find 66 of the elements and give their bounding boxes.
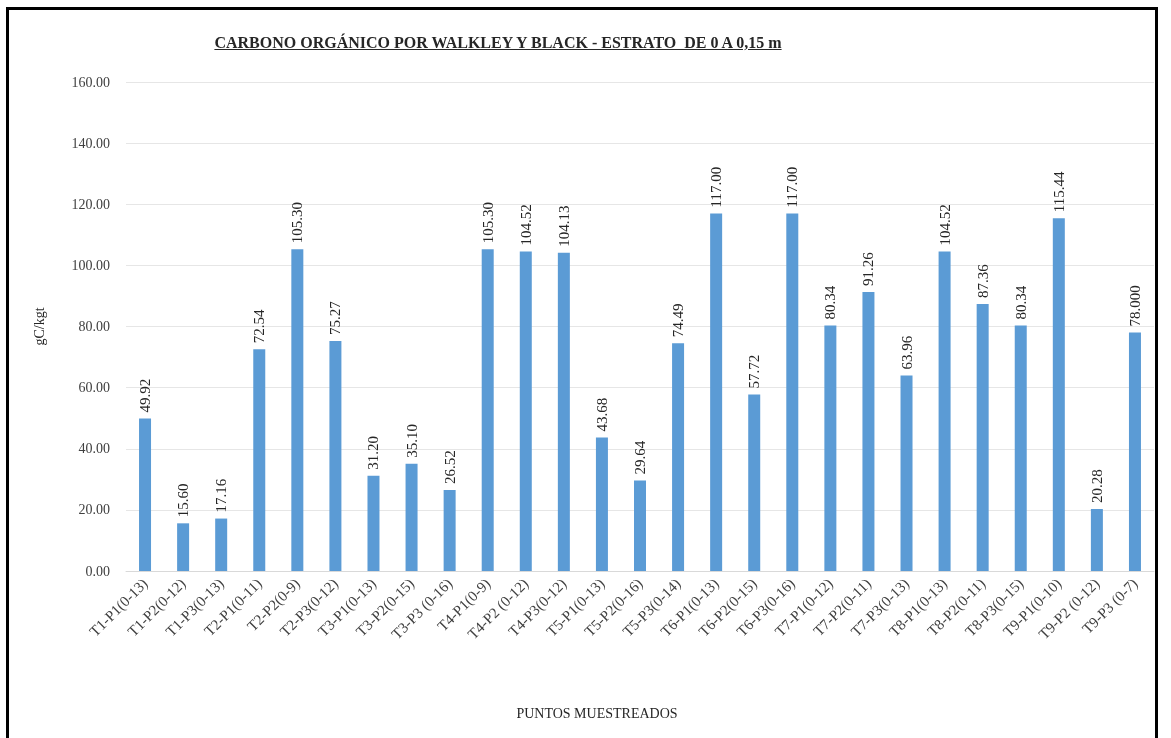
data-label: 80.34 <box>1012 285 1029 320</box>
bar <box>405 463 418 571</box>
bar <box>215 518 228 571</box>
data-label: 75.27 <box>327 300 344 335</box>
data-label: 57.72 <box>746 354 763 389</box>
bar <box>672 343 685 571</box>
bar <box>595 437 608 571</box>
bar <box>976 304 989 571</box>
data-label: 115.44 <box>1050 170 1067 213</box>
data-label: 78.000 <box>1126 285 1143 327</box>
y-tick-label: 160.00 <box>71 74 110 90</box>
bar <box>824 325 837 571</box>
bar <box>481 249 494 571</box>
data-label: 117.00 <box>708 166 725 208</box>
data-label: 49.92 <box>137 378 154 413</box>
y-tick-label: 20.00 <box>78 502 110 518</box>
bar <box>177 523 190 571</box>
data-label: 80.34 <box>822 285 839 320</box>
data-label: 35.10 <box>403 423 420 458</box>
bar <box>900 375 913 571</box>
data-label: 105.30 <box>479 201 496 244</box>
bar <box>634 480 646 571</box>
bar <box>1128 332 1141 571</box>
chart-title: CARBONO ORGÁNICO POR WALKLEY Y BLACK - ESTRATO DE 0 A 0,15 m <box>213 34 783 52</box>
bar <box>443 489 456 571</box>
bar <box>1052 218 1065 571</box>
data-label: 72.54 <box>251 309 268 344</box>
bar <box>1014 325 1027 571</box>
data-label: 43.68 <box>593 397 610 432</box>
y-tick-label: 100.00 <box>71 257 110 273</box>
data-label: 105.30 <box>289 201 306 244</box>
bar <box>519 251 532 571</box>
data-label: 15.60 <box>175 483 192 518</box>
data-label: 87.36 <box>974 263 991 299</box>
bar <box>291 249 304 571</box>
bar <box>367 475 380 571</box>
bar <box>1090 509 1103 571</box>
data-label: 26.52 <box>441 450 458 484</box>
y-tick-label: 80.00 <box>78 319 110 334</box>
y-tick-label: 60.00 <box>78 380 110 396</box>
bar <box>139 418 152 571</box>
data-label: 104.13 <box>555 205 572 247</box>
data-label: 29.64 <box>632 440 648 475</box>
data-label: 17.16 <box>213 478 230 513</box>
bar <box>938 251 951 571</box>
bar <box>557 252 570 571</box>
bar <box>253 349 266 571</box>
data-label: 104.52 <box>936 204 953 246</box>
y-tick-label: 120.00 <box>71 196 110 212</box>
y-tick-label: 140.00 <box>71 135 110 151</box>
data-label: 117.00 <box>784 166 801 208</box>
x-axis-title: PUNTOS MUESTREADOS <box>515 706 679 722</box>
bar <box>710 213 723 571</box>
y-axis-title: gC/kgt <box>31 307 47 346</box>
data-label: 104.52 <box>517 204 534 246</box>
bar <box>748 394 761 571</box>
data-label: 74.49 <box>670 303 687 338</box>
y-tick-label: 40.00 <box>78 441 110 457</box>
bar <box>329 340 342 571</box>
bar <box>862 292 875 571</box>
y-tick-label: 0.00 <box>85 563 110 579</box>
bar <box>786 213 799 571</box>
data-label: 20.28 <box>1088 469 1105 504</box>
data-label: 91.26 <box>860 251 877 287</box>
data-label: 31.20 <box>365 435 382 470</box>
data-label: 63.96 <box>898 335 915 370</box>
